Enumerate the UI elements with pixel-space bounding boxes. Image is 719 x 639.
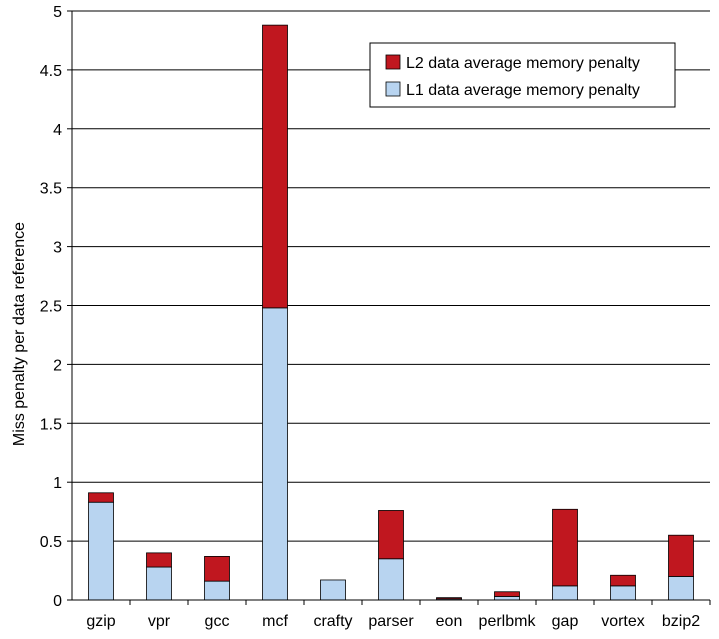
y-tick-label: 3 [53,240,62,257]
bar-vpr-l1 [146,566,172,601]
legend-box [369,42,676,108]
x-tick-label: bzip2 [662,613,700,630]
legend-swatch [385,54,401,70]
bar-gzip-l2 [88,492,114,503]
y-tick-label: 4.5 [40,63,62,80]
y-tick-label: 1.5 [40,416,62,433]
bar-vortex-l1 [610,585,636,601]
y-tick-label: 5 [53,4,62,21]
y-tick-labels: 0 0.5 1 1.5 2 2.5 3 3.5 4 4.5 5 [40,4,62,610]
x-tick-label: gzip [86,613,115,630]
bar-vortex-l2 [610,574,636,587]
bar-gap-l1 [552,585,578,601]
x-tick-label: gcc [205,613,230,630]
bar-parser-l2 [378,510,404,560]
x-tick-label: gap [552,613,579,630]
legend-label: L1 data average memory penalty [406,82,640,99]
bar-bzip2-l1 [668,576,694,601]
y-tick-label: 2.5 [40,299,62,316]
x-tick-label: vortex [601,613,645,630]
y-tick-label: 0.5 [40,534,62,551]
y-tick-label: 0 [53,593,62,610]
x-tick-label: mcf [262,613,288,630]
y-tick-label: 3.5 [40,181,62,198]
y-tick-label: 4 [53,122,62,139]
bar-vpr-l2 [146,552,172,568]
y-tick-label: 2 [53,357,62,374]
x-tick-label: parser [368,613,414,630]
bar-eon-l2 [436,597,462,600]
bar-perlbmk-l2 [494,591,520,597]
axes [71,11,710,601]
y-axis-title: Miss penalty per data reference [11,222,28,446]
bar-perlbmk-l1 [494,596,520,601]
bar-gcc-l1 [204,580,230,601]
bar-mcf-l1 [262,307,288,601]
bar-bzip2-l2 [668,534,694,577]
x-tick-labels: gzip vpr gcc mcf crafty parser eon perlbmk gap vo… [86,613,700,630]
bars [88,24,694,601]
bar-crafty-l1 [320,579,346,601]
x-tick-label: vpr [148,613,171,630]
legend-label: L2 data average memory penalty [406,55,640,72]
y-tick-label: 1 [53,475,62,492]
x-tick-label: perlbmk [479,613,537,630]
x-tick-label: eon [436,613,463,630]
bar-mcf-l2 [262,24,288,309]
bar-gzip-l1 [88,501,114,601]
legend: L2 data average memory penalty L1 data av… [369,42,676,108]
bar-gcc-l2 [204,556,230,582]
bar-gap-l2 [552,508,578,587]
x-tick-label: crafty [313,613,352,630]
legend-swatch [385,81,401,97]
bar-parser-l1 [378,558,404,601]
